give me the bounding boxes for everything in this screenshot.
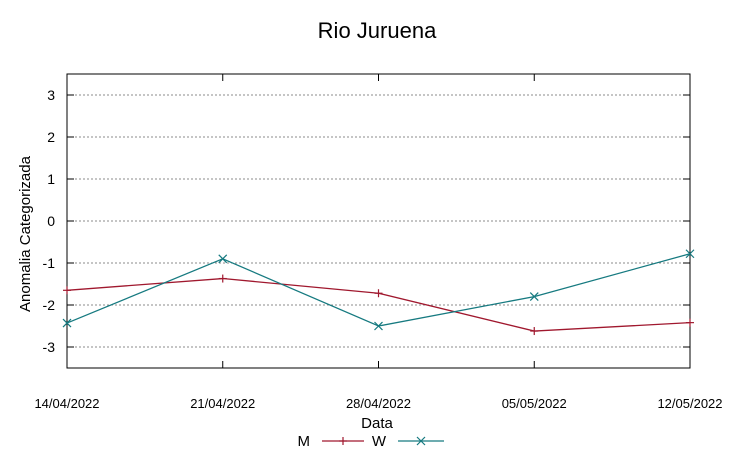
- chart-title: Rio Juruena: [318, 18, 437, 43]
- series-w: [62, 249, 695, 331]
- plot-frame: [66, 73, 691, 369]
- series-m: [63, 274, 694, 336]
- legend-marker-w: [416, 436, 426, 446]
- y-tick-label: -1: [43, 255, 56, 271]
- data-point-m: [374, 289, 383, 298]
- data-point-w: [374, 321, 383, 331]
- y-tick-label: 2: [47, 129, 55, 145]
- y-axis-ticks: 3 2 1 0 -1 -2 -3: [43, 87, 690, 355]
- data-point-m: [530, 327, 539, 336]
- x-tick-label: 28/04/2022: [346, 396, 411, 411]
- data-point-w: [218, 254, 228, 264]
- y-tick-label: -2: [43, 297, 56, 313]
- y-tick-label: 3: [47, 87, 55, 103]
- legend-marker-m: [339, 437, 347, 445]
- grid: [67, 94, 690, 348]
- x-tick-label: 12/05/2022: [657, 396, 722, 411]
- data-point-w: [685, 249, 695, 259]
- data-point-m: [686, 318, 694, 327]
- x-tick-label: 21/04/2022: [190, 396, 255, 411]
- y-tick-label: -3: [43, 339, 56, 355]
- y-axis-label: Anomalia Categorizada: [17, 155, 34, 312]
- x-tick-label: 05/05/2022: [502, 396, 567, 411]
- legend-label-w: W: [372, 433, 387, 450]
- y-tick-label: 0: [47, 213, 55, 229]
- data-point-m: [218, 274, 227, 283]
- data-point-w: [529, 292, 539, 302]
- series-layer: [62, 249, 695, 336]
- data-point-m: [63, 286, 71, 295]
- y-tick-label: 1: [47, 171, 55, 187]
- x-tick-label: 14/04/2022: [34, 396, 99, 411]
- x-axis-ticks: 14/04/2022 21/04/2022 28/04/2022 05/05/2022…: [34, 74, 723, 411]
- legend-label-m: M: [298, 433, 311, 450]
- x-axis-label: Data: [361, 415, 393, 432]
- data-point-w: [62, 318, 72, 328]
